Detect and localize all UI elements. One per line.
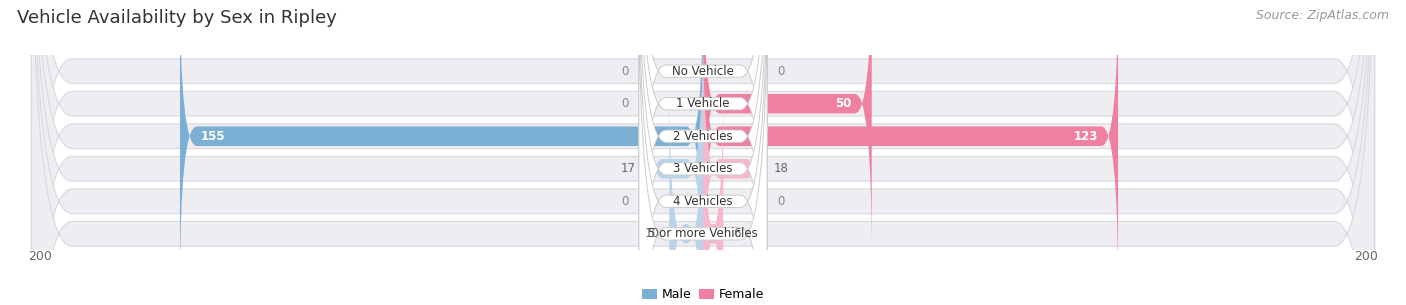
Text: 3 Vehicles: 3 Vehicles bbox=[673, 162, 733, 175]
Text: 200: 200 bbox=[1354, 250, 1378, 263]
Text: 10: 10 bbox=[644, 227, 659, 240]
FancyBboxPatch shape bbox=[703, 81, 723, 305]
FancyBboxPatch shape bbox=[638, 0, 768, 305]
Text: 18: 18 bbox=[773, 162, 789, 175]
Text: 6: 6 bbox=[734, 227, 741, 240]
FancyBboxPatch shape bbox=[31, 0, 1375, 305]
FancyBboxPatch shape bbox=[31, 0, 1375, 305]
FancyBboxPatch shape bbox=[703, 0, 872, 257]
Text: 155: 155 bbox=[200, 130, 225, 143]
Text: 0: 0 bbox=[621, 97, 628, 110]
FancyBboxPatch shape bbox=[638, 0, 768, 305]
FancyBboxPatch shape bbox=[638, 0, 768, 305]
FancyBboxPatch shape bbox=[31, 0, 1375, 305]
Text: No Vehicle: No Vehicle bbox=[672, 65, 734, 78]
FancyBboxPatch shape bbox=[703, 16, 763, 305]
FancyBboxPatch shape bbox=[31, 0, 1375, 305]
Text: 4 Vehicles: 4 Vehicles bbox=[673, 195, 733, 208]
FancyBboxPatch shape bbox=[31, 0, 1375, 305]
FancyBboxPatch shape bbox=[180, 0, 703, 289]
Legend: Male, Female: Male, Female bbox=[637, 283, 769, 305]
Text: 200: 200 bbox=[28, 250, 52, 263]
FancyBboxPatch shape bbox=[645, 16, 703, 305]
FancyBboxPatch shape bbox=[703, 0, 1118, 289]
Text: 0: 0 bbox=[621, 195, 628, 208]
Text: 0: 0 bbox=[621, 65, 628, 78]
FancyBboxPatch shape bbox=[669, 81, 703, 305]
FancyBboxPatch shape bbox=[638, 0, 768, 305]
Text: 0: 0 bbox=[778, 195, 785, 208]
FancyBboxPatch shape bbox=[31, 0, 1375, 305]
FancyBboxPatch shape bbox=[638, 0, 768, 305]
Text: 0: 0 bbox=[778, 65, 785, 78]
Text: 5 or more Vehicles: 5 or more Vehicles bbox=[648, 227, 758, 240]
Text: 123: 123 bbox=[1073, 130, 1098, 143]
Text: 1 Vehicle: 1 Vehicle bbox=[676, 97, 730, 110]
Text: 17: 17 bbox=[620, 162, 636, 175]
Text: Vehicle Availability by Sex in Ripley: Vehicle Availability by Sex in Ripley bbox=[17, 9, 337, 27]
Text: Source: ZipAtlas.com: Source: ZipAtlas.com bbox=[1256, 9, 1389, 22]
Text: 50: 50 bbox=[835, 97, 852, 110]
FancyBboxPatch shape bbox=[638, 0, 768, 305]
Text: 2 Vehicles: 2 Vehicles bbox=[673, 130, 733, 143]
